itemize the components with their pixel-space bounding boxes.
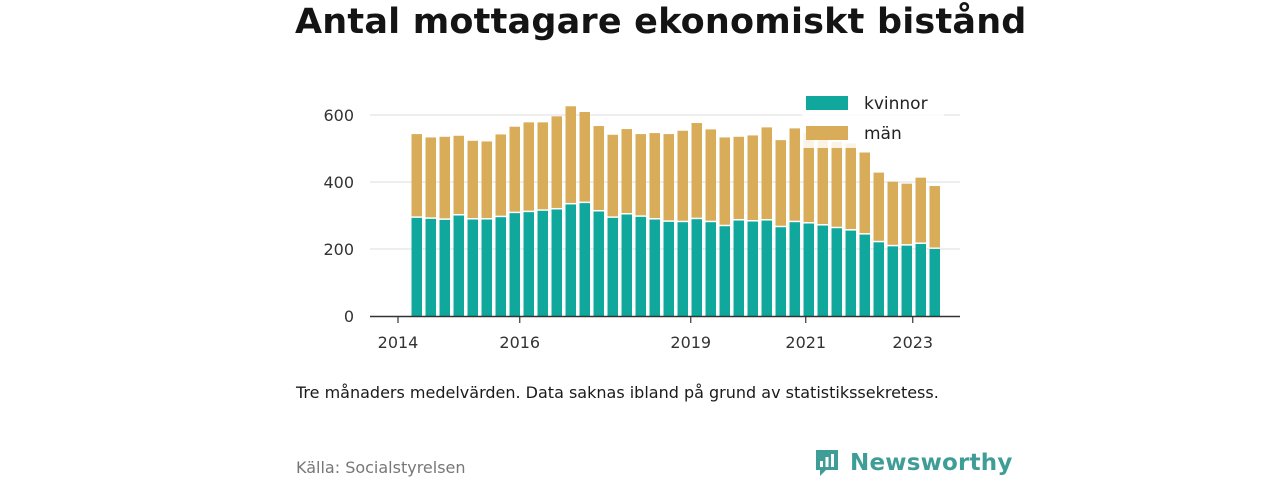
bar-man: [803, 133, 814, 223]
bar-kvinnor: [565, 204, 576, 316]
bar-man: [649, 133, 660, 219]
bar-kvinnor: [803, 223, 814, 316]
bar-kvinnor: [481, 219, 492, 316]
y-tick-label: 200: [323, 240, 354, 259]
bar-man: [747, 135, 758, 221]
bar-man: [467, 140, 478, 219]
bar-kvinnor: [551, 209, 562, 316]
bar-kvinnor: [817, 225, 828, 316]
bar-kvinnor: [705, 222, 716, 316]
x-tick-label: 2016: [499, 333, 540, 352]
bar-kvinnor: [579, 203, 590, 316]
bar-kvinnor: [509, 213, 520, 316]
bar-man: [495, 134, 506, 216]
bar-kvinnor: [859, 234, 870, 316]
bar-kvinnor: [453, 215, 464, 316]
bar-man: [705, 129, 716, 221]
legend-label-kvinnor: kvinnor: [864, 94, 928, 114]
chart-note: Tre månaders medelvärden. Data saknas ib…: [296, 383, 939, 402]
bar-kvinnor: [439, 219, 450, 316]
bar-kvinnor: [845, 230, 856, 316]
bar-man: [733, 136, 744, 220]
bar-kvinnor: [775, 227, 786, 316]
bar-kvinnor: [747, 221, 758, 316]
bar-kvinnor: [761, 220, 772, 316]
bar-man: [635, 134, 646, 216]
bar-man: [453, 135, 464, 214]
bar-kvinnor: [523, 212, 534, 316]
bar-man: [719, 137, 730, 225]
bar-kvinnor: [691, 219, 702, 316]
bar-kvinnor: [425, 218, 436, 316]
chart-title: Antal mottagare ekonomiskt bistånd: [295, 2, 1027, 42]
bar-kvinnor: [831, 228, 842, 316]
bar-man: [593, 126, 604, 210]
bar-kvinnor: [593, 211, 604, 316]
bar-kvinnor: [719, 226, 730, 316]
bar-kvinnor: [495, 217, 506, 316]
x-tick-label: 2019: [670, 333, 711, 352]
bar-kvinnor: [467, 219, 478, 316]
bar-man: [859, 152, 870, 234]
bar-man: [817, 139, 828, 225]
brand-logo[interactable]: Newsworthy: [814, 446, 1013, 480]
bar-man: [439, 136, 450, 219]
y-tick-label: 600: [323, 106, 354, 125]
bar-kvinnor: [663, 221, 674, 316]
bar-kvinnor: [411, 217, 422, 316]
bar-man: [481, 141, 492, 219]
bar-man: [607, 134, 618, 217]
bar-man: [873, 172, 884, 241]
bar-man: [523, 122, 534, 211]
bar-man: [411, 134, 422, 217]
bar-man: [887, 181, 898, 245]
legend-swatch-man: [806, 126, 848, 140]
bar-man: [677, 130, 688, 221]
bar-man: [929, 186, 940, 248]
bar-kvinnor: [733, 220, 744, 316]
x-tick-label: 2023: [892, 333, 933, 352]
bar-man: [537, 122, 548, 210]
bar-man: [663, 134, 674, 221]
bar-kvinnor: [677, 222, 688, 316]
bar-man: [509, 126, 520, 212]
bar-man: [789, 128, 800, 221]
bar-man: [775, 140, 786, 226]
bar-kvinnor: [929, 249, 940, 316]
y-tick-label: 400: [323, 173, 354, 192]
bar-kvinnor: [873, 242, 884, 316]
bar-man: [621, 129, 632, 213]
brand-name: Newsworthy: [850, 450, 1013, 476]
bar-kvinnor: [887, 246, 898, 316]
bar-man: [691, 123, 702, 218]
bar-man: [565, 106, 576, 203]
legend-swatch-kvinnor: [806, 96, 848, 110]
bar-man: [579, 111, 590, 202]
bar-man: [425, 137, 436, 218]
bar-kvinnor: [915, 243, 926, 316]
bar-man: [551, 116, 562, 208]
bar-kvinnor: [607, 217, 618, 316]
bar-man: [761, 127, 772, 220]
x-tick-label: 2014: [378, 333, 419, 352]
bar-man: [915, 177, 926, 243]
source-credit: Källa: Socialstyrelsen: [296, 458, 466, 477]
newsworthy-logo-icon: [816, 450, 838, 476]
bar-man: [831, 141, 842, 227]
x-tick-label: 2021: [785, 333, 826, 352]
bar-kvinnor: [621, 214, 632, 316]
bar-kvinnor: [901, 245, 912, 316]
bar-man: [901, 183, 912, 245]
legend-label-man: män: [864, 124, 902, 144]
bar-kvinnor: [537, 210, 548, 316]
y-tick-label: 0: [344, 307, 354, 326]
bar-kvinnor: [649, 219, 660, 316]
bar-kvinnor: [789, 222, 800, 316]
bar-man: [845, 143, 856, 230]
bar-kvinnor: [635, 216, 646, 316]
